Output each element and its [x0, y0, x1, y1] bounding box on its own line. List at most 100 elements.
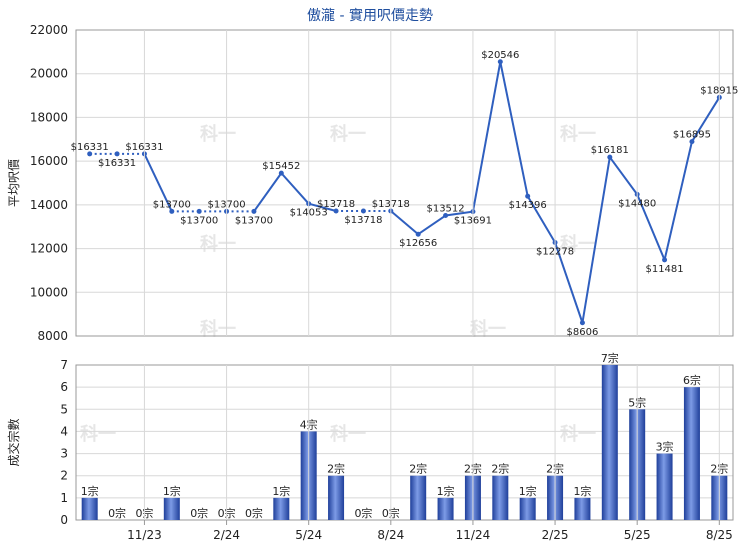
price-tick-label: 18000: [30, 110, 68, 124]
price-point: [114, 151, 120, 157]
chart-title: 傲瀧 - 實用呎價走勢: [307, 7, 433, 24]
price-point: [333, 208, 339, 214]
price-point-label: $11481: [645, 264, 683, 275]
price-plot-frame: [75, 29, 734, 337]
watermark-text: 科一: [560, 233, 596, 255]
volume-bar: [601, 365, 618, 520]
price-axis-label: 平均呎價: [7, 159, 21, 207]
volume-tick-label: 7: [60, 358, 68, 372]
volume-bar-label: 0宗: [190, 506, 208, 520]
price-point: [607, 154, 613, 160]
volume-bar-label: 0宗: [354, 506, 372, 520]
price-line-segment: [609, 156, 638, 195]
price-point: [689, 139, 695, 145]
watermark-text: 科一: [330, 423, 366, 445]
volume-bar-label: 7宗: [601, 351, 619, 365]
price-line-segment: [445, 210, 474, 217]
volume-tick-label: 1: [60, 491, 68, 505]
price-tick-label: 10000: [30, 285, 68, 299]
price-line-segment: [636, 193, 666, 261]
price-point: [497, 59, 503, 65]
volume-bar-label: 1宗: [163, 484, 181, 498]
price-point-label: $13700: [153, 199, 191, 210]
price-point-label: $8606: [567, 327, 599, 338]
price-point-label: $14396: [509, 200, 547, 211]
x-tick-label: 5/24: [295, 528, 322, 542]
price-line-segment: [499, 61, 529, 197]
price-line-segment: [417, 214, 447, 236]
price-point: [278, 170, 284, 176]
x-axis: 11/23 2/24 5/24 8/24 11/24 2/25 5/25 8/25: [127, 30, 733, 542]
watermark-text: 科一: [200, 318, 236, 340]
volume-bar: [163, 497, 180, 520]
x-tick-label: 11/24: [456, 528, 491, 542]
volume-bar-label: 3宗: [656, 440, 674, 454]
x-tick-label: 11/23: [127, 528, 162, 542]
price-point: [525, 193, 531, 199]
volume-bar: [81, 497, 98, 520]
volume-bar: [519, 497, 536, 520]
price-point-label: $15452: [262, 161, 300, 172]
volume-tick-label: 0: [60, 513, 68, 527]
watermark-text: 科一: [470, 318, 506, 340]
price-point: [415, 231, 421, 237]
price-line-segment: [308, 202, 337, 212]
price-point-label: $20546: [481, 50, 519, 61]
volume-bar: [574, 497, 591, 520]
volume-bar: [656, 453, 673, 520]
price-tick-label: 8000: [37, 329, 68, 343]
watermark-text: 科一: [330, 123, 366, 145]
volume-bar: [437, 497, 454, 520]
x-tick-label: 2/25: [542, 528, 569, 542]
price-point-label: $13718: [317, 199, 355, 210]
volume-bar-label: 6宗: [683, 373, 701, 387]
volume-bar-label: 2宗: [491, 462, 509, 476]
price-line-segment: [554, 242, 584, 324]
price-line-segment: [471, 61, 502, 212]
volume-bar-label: 2宗: [327, 462, 345, 476]
volume-plot-frame: [75, 364, 734, 521]
price-point-label: $13718: [344, 215, 382, 226]
price-line-segment: [280, 172, 310, 205]
price-line-segment: [253, 172, 283, 212]
volume-bar: [328, 475, 345, 520]
watermark-text: 科一: [200, 233, 236, 255]
volume-bar-label: 1宗: [437, 484, 455, 498]
volume-bar-label: 1宗: [81, 484, 99, 498]
price-point-label: $16331: [71, 142, 109, 153]
price-line-segment: [691, 96, 721, 143]
volume-axis-label: 成交宗數: [6, 418, 21, 466]
volume-bar-label: 2宗: [409, 462, 427, 476]
volume-bar-label: 0宗: [245, 506, 263, 520]
price-tick-label: 16000: [30, 154, 68, 168]
watermark-text: 科一: [80, 423, 116, 445]
volume-tick-label: 3: [60, 447, 68, 461]
price-point-label: $16181: [591, 145, 629, 156]
volume-bar: [683, 387, 700, 520]
volume-tick-label: 2: [60, 469, 68, 483]
watermark-text: 科一: [200, 123, 236, 145]
volume-bar: [492, 475, 509, 520]
price-line-segment: [581, 157, 611, 323]
price-tick-label: 22000: [30, 23, 68, 37]
price-point: [196, 208, 202, 214]
price-point: [443, 213, 449, 219]
volume-bar-label: 1宗: [272, 484, 290, 498]
price-line-segment: [663, 141, 693, 261]
price-line-segment: [526, 195, 556, 244]
watermark-text: 科一: [560, 423, 596, 445]
x-tick-label: 5/25: [624, 528, 651, 542]
price-point-label: $12656: [399, 238, 437, 249]
volume-bar-label: 1宗: [573, 484, 591, 498]
price-line-segment: [143, 153, 173, 212]
volume-tick-label: 5: [60, 402, 68, 416]
price-point: [662, 257, 668, 263]
price-panel: 8000 10000 12000 14000 16000 18000 20000 22000 平…: [7, 23, 738, 343]
price-point-label: $13512: [426, 204, 464, 215]
price-line-segment: [390, 210, 419, 235]
volume-bar-label: 1宗: [519, 484, 537, 498]
price-point-label: $16331: [98, 158, 136, 169]
price-point: [87, 151, 93, 157]
